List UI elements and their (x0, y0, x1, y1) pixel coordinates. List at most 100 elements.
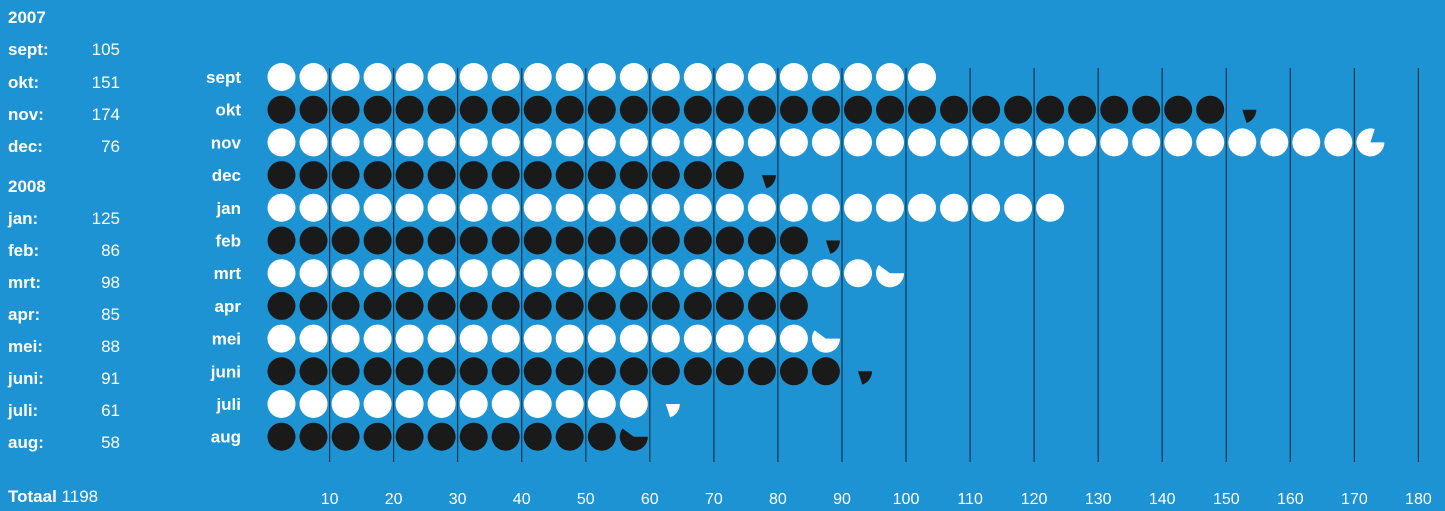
dot-jan (1004, 193, 1033, 222)
dot-nov (1036, 128, 1065, 157)
summary-value: 86 (101, 241, 120, 260)
dot-juli (363, 390, 392, 418)
dot-dec (523, 161, 552, 190)
partial-dot-juni (858, 371, 872, 385)
x-tick-label: 80 (769, 491, 787, 508)
dot-mrt (299, 259, 328, 288)
dot-nov (619, 128, 648, 157)
dot-apr (459, 291, 488, 320)
dot-nov (1292, 128, 1321, 157)
summary-label: apr: (8, 305, 41, 324)
dot-dec (683, 161, 712, 190)
dot-jan (876, 193, 904, 222)
summary-row-sept: sept: 105 (8, 39, 120, 61)
summary-label: feb: (8, 241, 40, 260)
dot-jan (555, 193, 584, 222)
dot-mrt (587, 259, 616, 288)
summary-value: 125 (91, 209, 120, 228)
partial-dot-mrt (876, 265, 905, 288)
dot-okt (1164, 95, 1193, 124)
dot-okt (459, 95, 488, 124)
dot-okt (1068, 95, 1097, 124)
summary-label: dec: (8, 137, 43, 156)
dot-mrt (715, 259, 744, 288)
dot-nov (299, 128, 328, 157)
dot-nov (395, 128, 424, 157)
dot-feb (683, 226, 712, 255)
x-tick-label: 10 (321, 491, 339, 508)
x-tick-label: 30 (449, 491, 467, 508)
dot-jan (619, 193, 648, 222)
partial-dot-nov (1356, 128, 1385, 157)
dot-juni (747, 357, 776, 386)
dot-aug (555, 422, 584, 451)
dot-mei (331, 324, 360, 353)
dot-mei (715, 324, 744, 353)
dot-feb (747, 226, 776, 255)
dot-mrt (491, 259, 520, 288)
dot-okt (555, 95, 584, 124)
dot-okt (940, 95, 968, 124)
dot-nov (844, 128, 872, 157)
dot-aug (427, 422, 456, 451)
summary-row-juli: juli: 61 (8, 400, 120, 422)
dot-okt (491, 95, 520, 124)
dot-okt (651, 95, 680, 124)
dot-juli (587, 390, 616, 418)
dot-dec (331, 161, 360, 190)
dot-apr (683, 291, 712, 320)
dot-aug (587, 422, 616, 451)
dot-mrt (651, 259, 680, 288)
x-tick-label: 170 (1341, 491, 1368, 508)
dot-okt (331, 95, 360, 124)
category-label: nov (211, 133, 242, 152)
dot-feb (715, 226, 744, 255)
dot-jan (811, 193, 840, 222)
dot-apr (299, 291, 328, 320)
dot-nov (331, 128, 360, 157)
summary-row-mei: mei: 88 (8, 336, 120, 358)
x-tick-label: 150 (1213, 491, 1240, 508)
dot-mrt (555, 259, 584, 288)
dot-mrt (395, 259, 424, 288)
dot-nov (972, 128, 1001, 157)
dot-nov (459, 128, 488, 157)
dot-jan (491, 193, 520, 222)
dot-aug (267, 422, 296, 451)
dot-apr (747, 291, 776, 320)
total-label: Totaal (8, 487, 57, 506)
dot-mrt (747, 259, 776, 288)
dot-jan (844, 193, 872, 222)
dot-apr (331, 291, 360, 320)
dot-mrt (459, 259, 488, 288)
summary-label: okt: (8, 73, 40, 92)
dot-juli (427, 390, 456, 418)
dot-dec (299, 161, 328, 190)
dot-apr (523, 291, 552, 320)
dot-jan (267, 193, 296, 222)
dot-okt (1100, 95, 1129, 124)
dot-apr (619, 291, 648, 320)
dot-dec (651, 161, 680, 190)
summary-row-aug: aug: 58 (8, 432, 120, 454)
dot-mrt (811, 259, 840, 288)
summary-label: juni: (8, 369, 44, 388)
category-label: mrt (214, 264, 242, 283)
dot-juni (395, 357, 424, 386)
dot-mei (651, 324, 680, 353)
dot-mei (619, 324, 648, 353)
dot-feb (267, 226, 296, 255)
dot-feb (331, 226, 360, 255)
dot-mrt (683, 259, 712, 288)
dot-feb (395, 226, 424, 255)
dot-feb (779, 226, 808, 255)
dot-nov (683, 128, 712, 157)
summary-value: 61 (101, 401, 120, 420)
dot-aug (491, 422, 520, 451)
dot-okt (363, 95, 392, 124)
dot-nov (1068, 128, 1097, 157)
x-tick-label: 130 (1085, 491, 1112, 508)
dot-jan (972, 193, 1001, 222)
dot-juni (331, 357, 360, 386)
dot-nov (363, 128, 392, 157)
